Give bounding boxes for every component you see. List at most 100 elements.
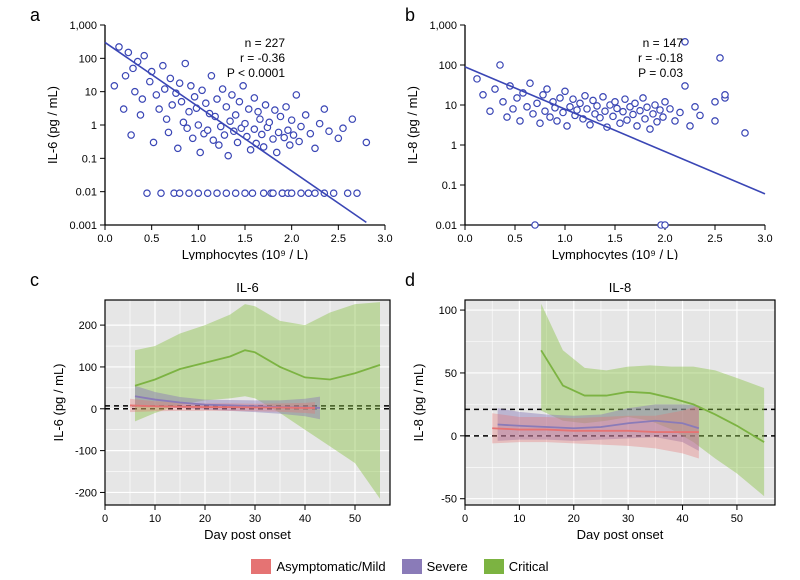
scatter-point xyxy=(180,119,186,125)
scatter-point xyxy=(195,190,201,196)
scatter-point xyxy=(504,114,510,120)
scatter-point xyxy=(232,190,238,196)
scatter-point xyxy=(227,118,233,124)
scatter-point xyxy=(167,75,173,81)
svg-text:3.0: 3.0 xyxy=(757,233,772,245)
scatter-point xyxy=(163,116,169,122)
scatter-point xyxy=(281,134,287,140)
svg-text:200: 200 xyxy=(79,320,97,332)
svg-text:40: 40 xyxy=(676,513,688,525)
scatter-point xyxy=(657,107,663,113)
scatter-point xyxy=(682,83,688,89)
scatter-point xyxy=(474,76,480,82)
stat-r: r = -0.18 xyxy=(638,51,683,65)
panel-label: c xyxy=(30,270,39,291)
scatter-point xyxy=(624,117,630,123)
svg-text:0.0: 0.0 xyxy=(97,233,112,245)
scatter-point xyxy=(296,138,302,144)
y-axis-label: IL-6 (pg / mL) xyxy=(45,86,60,164)
scatter-point xyxy=(570,96,576,102)
scatter-point xyxy=(312,145,318,151)
scatter-point xyxy=(197,149,203,155)
scatter-point xyxy=(630,111,636,117)
svg-text:-100: -100 xyxy=(75,446,97,458)
scatter-point xyxy=(687,123,693,129)
scatter-point xyxy=(150,139,156,145)
scatter-point xyxy=(316,120,322,126)
scatter-point xyxy=(697,112,703,118)
scatter-point xyxy=(214,96,220,102)
scatter-point xyxy=(270,190,276,196)
scatter-point xyxy=(650,111,656,117)
scatter-point xyxy=(266,119,272,125)
scatter-point xyxy=(480,92,486,98)
scatter-point xyxy=(562,88,568,94)
scatter-point xyxy=(257,116,263,122)
scatter-point xyxy=(584,106,590,112)
svg-text:30: 30 xyxy=(622,513,634,525)
scatter-point xyxy=(652,102,658,108)
scatter-point xyxy=(487,108,493,114)
scatter-point xyxy=(285,127,291,133)
scatter-point xyxy=(242,120,248,126)
scatter-point xyxy=(270,136,276,142)
scatter-point xyxy=(712,118,718,124)
scatter-point xyxy=(547,114,553,120)
scatter-point xyxy=(640,95,646,101)
scatter-point xyxy=(517,118,523,124)
scatter-point xyxy=(349,116,355,122)
scatter-point xyxy=(184,125,190,131)
svg-text:-200: -200 xyxy=(75,487,97,499)
scatter-point xyxy=(111,83,117,89)
scatter-point xyxy=(195,122,201,128)
scatter-point xyxy=(144,190,150,196)
scatter-point xyxy=(191,94,197,100)
scatter-point xyxy=(632,100,638,106)
scatter-point xyxy=(532,222,538,228)
legend-label: Asymptomatic/Mild xyxy=(276,559,385,574)
scatter-point xyxy=(510,106,516,112)
x-axis-label: Day post onset xyxy=(577,527,664,540)
scatter-point xyxy=(677,109,683,115)
scatter-point xyxy=(500,99,506,105)
scatter-point xyxy=(210,137,216,143)
scatter-point xyxy=(654,119,660,125)
scatter-point xyxy=(203,100,209,106)
scatter-point xyxy=(214,190,220,196)
scatter-point xyxy=(139,96,145,102)
scatter-point xyxy=(132,88,138,94)
legend-item: Severe xyxy=(402,559,468,574)
scatter-point xyxy=(208,73,214,79)
scatter-point xyxy=(165,129,171,135)
scatter-point xyxy=(229,92,235,98)
scatter-point xyxy=(223,104,229,110)
scatter-point xyxy=(251,95,257,101)
svg-text:50: 50 xyxy=(445,368,457,380)
scatter-point xyxy=(354,190,360,196)
scatter-point xyxy=(514,95,520,101)
scatter-point xyxy=(130,65,136,71)
scatter-point xyxy=(259,131,265,137)
scatter-point xyxy=(290,132,296,138)
scatter-point xyxy=(363,139,369,145)
svg-text:10: 10 xyxy=(445,100,457,112)
svg-text:100: 100 xyxy=(79,362,97,374)
svg-text:10: 10 xyxy=(513,513,525,525)
scatter-point xyxy=(594,103,600,109)
scatter-point xyxy=(597,115,603,121)
stat-p: P = 0.03 xyxy=(638,66,683,80)
scatter-point xyxy=(274,149,280,155)
scatter-point xyxy=(602,108,608,114)
scatter-point xyxy=(642,116,648,122)
svg-text:1: 1 xyxy=(91,120,97,132)
svg-text:1.0: 1.0 xyxy=(191,233,206,245)
legend-label: Severe xyxy=(427,559,468,574)
panel-title: IL-6 xyxy=(236,280,258,295)
svg-text:0.001: 0.001 xyxy=(69,220,97,232)
scatter-point xyxy=(530,111,536,117)
scatter-point xyxy=(225,152,231,158)
svg-text:-50: -50 xyxy=(441,494,457,506)
svg-text:2.5: 2.5 xyxy=(331,233,346,245)
svg-text:2.0: 2.0 xyxy=(284,233,299,245)
svg-text:0.1: 0.1 xyxy=(82,153,97,165)
